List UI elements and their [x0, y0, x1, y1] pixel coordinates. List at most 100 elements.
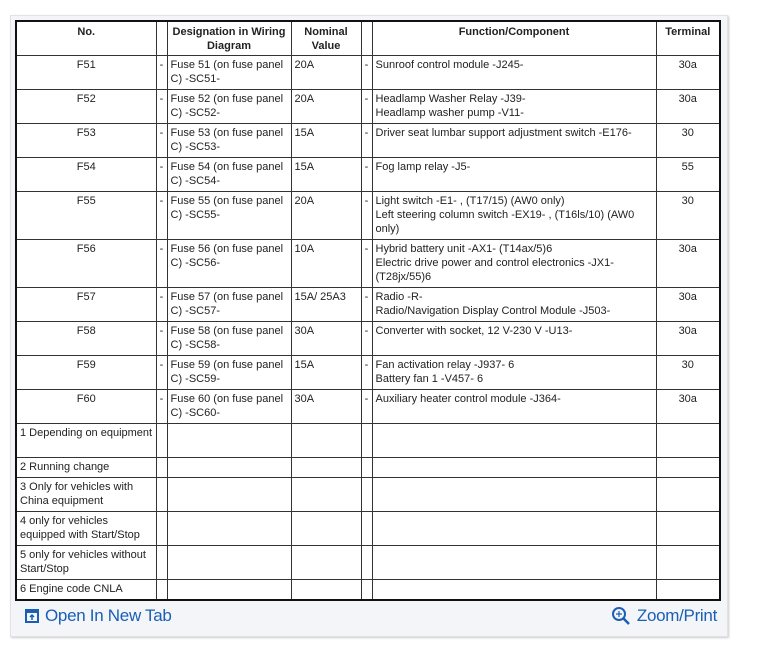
empty-cell [166, 457, 292, 478]
empty-cell [655, 579, 721, 600]
header-function: Function/Component [371, 20, 657, 56]
empty-cell [155, 457, 168, 478]
function-cell: Radio -R- Radio/Navigation Display Contr… [371, 287, 657, 322]
empty-cell [360, 545, 373, 580]
empty-cell [166, 423, 292, 458]
footnote-row: 4 only for vehicles equipped with Start/… [15, 511, 721, 546]
function-cell: Auxiliary heater control module -J364- [371, 389, 657, 424]
nominal-value-cell: 20A [290, 55, 362, 90]
nominal-value-cell: 15A/ 25A3 [290, 287, 362, 322]
function-cell: Hybrid battery unit -AX1- (T14ax/5)6 Ele… [371, 239, 657, 288]
header-no: No. [15, 20, 157, 56]
nominal-value-cell: 15A [290, 157, 362, 192]
dash-cell: - [360, 355, 373, 390]
footnote-text: 6 Engine code CNLA [15, 579, 157, 600]
footnote-text: 4 only for vehicles equipped with Start/… [15, 511, 157, 546]
function-cell: Fog lamp relay -J5- [371, 157, 657, 192]
empty-cell [360, 457, 373, 478]
designation-cell: Fuse 53 (on fuse panel C) -SC53- [166, 123, 292, 158]
nominal-value-cell: 30A [290, 389, 362, 424]
terminal-cell: 30a [655, 239, 721, 288]
dash-cell: - [360, 239, 373, 288]
dash-cell: - [360, 191, 373, 240]
empty-cell [371, 511, 657, 546]
fuse-number: F54 [15, 157, 157, 192]
footnote-row: 2 Running change [15, 457, 721, 478]
dash-cell: - [155, 389, 168, 424]
table-row: F53- Fuse 53 (on fuse panel C) -SC53- 15A -… [15, 123, 721, 158]
dash-cell: - [360, 157, 373, 192]
empty-cell [360, 511, 373, 546]
empty-cell [655, 423, 721, 458]
empty-cell [360, 579, 373, 600]
dash-cell: - [360, 287, 373, 322]
dash-cell: - [360, 89, 373, 124]
empty-cell [290, 511, 362, 546]
designation-cell: Fuse 58 (on fuse panel C) -SC58- [166, 321, 292, 356]
designation-cell: Fuse 54 (on fuse panel C) -SC54- [166, 157, 292, 192]
dash-cell: - [155, 89, 168, 124]
fuse-number: F53 [15, 123, 157, 158]
terminal-cell: 30a [655, 321, 721, 356]
header-spacer [360, 20, 373, 56]
dash-cell: - [155, 239, 168, 288]
empty-cell [166, 511, 292, 546]
empty-cell [655, 511, 721, 546]
terminal-cell: 30a [655, 89, 721, 124]
table-row: F54- Fuse 54 (on fuse panel C) -SC54- 15A -… [15, 157, 721, 192]
footnote-row: 6 Engine code CNLA [15, 579, 721, 600]
header-designation: Designation in Wiring Diagram [166, 20, 292, 56]
empty-cell [371, 545, 657, 580]
dash-cell: - [155, 355, 168, 390]
footer-bar: Open In New Tab Zoom/Print [11, 598, 727, 634]
header-terminal: Terminal [655, 20, 721, 56]
empty-cell [166, 579, 292, 600]
designation-cell: Fuse 51 (on fuse panel C) -SC51- [166, 55, 292, 90]
nominal-value-cell: 30A [290, 321, 362, 356]
terminal-cell: 30 [655, 191, 721, 240]
empty-cell [166, 545, 292, 580]
dash-cell: - [155, 55, 168, 90]
footnote-row: 3 Only for vehicles with China equipment [15, 477, 721, 512]
nominal-value-cell: 10A [290, 239, 362, 288]
zoom-print-label: Zoom/Print [636, 606, 717, 625]
open-in-new-tab-label: Open In New Tab [45, 606, 172, 625]
empty-cell [155, 511, 168, 546]
designation-cell: Fuse 60 (on fuse panel C) -SC60- [166, 389, 292, 424]
empty-cell [655, 477, 721, 512]
fuse-number: F51 [15, 55, 157, 90]
empty-cell [371, 477, 657, 512]
fuse-number: F59 [15, 355, 157, 390]
table-row: F56- Fuse 56 (on fuse panel C) -SC56- 10A -… [15, 239, 721, 288]
empty-cell [371, 579, 657, 600]
footnote-text: 5 only for vehicles without Start/Stop [15, 545, 157, 580]
function-cell: Driver seat lumbar support adjustment sw… [371, 123, 657, 158]
empty-cell [290, 477, 362, 512]
zoom-in-icon [611, 607, 630, 625]
terminal-cell: 30a [655, 55, 721, 90]
terminal-cell: 30 [655, 355, 721, 390]
nominal-value-cell: 15A [290, 355, 362, 390]
dash-cell: - [360, 123, 373, 158]
zoom-print-link[interactable]: Zoom/Print [611, 606, 717, 626]
footnote-row: 1 Depending on equipment [15, 423, 721, 458]
empty-cell [290, 545, 362, 580]
fuse-number: F60 [15, 389, 157, 424]
table-row: F57- Fuse 57 (on fuse panel C) -SC57- 15A/… [15, 287, 721, 322]
empty-cell [371, 457, 657, 478]
fuse-number: F56 [15, 239, 157, 288]
nominal-value-cell: 15A [290, 123, 362, 158]
open-in-new-tab-link[interactable]: Open In New Tab [25, 606, 172, 626]
function-cell: Fan activation relay -J937- 6 Battery fa… [371, 355, 657, 390]
table-row: F52- Fuse 52 (on fuse panel C) -SC52- 20A -… [15, 89, 721, 124]
empty-cell [155, 579, 168, 600]
footnote-row: 5 only for vehicles without Start/Stop [15, 545, 721, 580]
dash-cell: - [155, 123, 168, 158]
fuse-number: F58 [15, 321, 157, 356]
function-cell: Headlamp Washer Relay -J39- Headlamp was… [371, 89, 657, 124]
function-cell: Light switch -E1- , (T17/15) (AW0 only) … [371, 191, 657, 240]
terminal-cell: 30a [655, 389, 721, 424]
empty-cell [371, 423, 657, 458]
dash-cell: - [360, 321, 373, 356]
dash-cell: - [360, 389, 373, 424]
